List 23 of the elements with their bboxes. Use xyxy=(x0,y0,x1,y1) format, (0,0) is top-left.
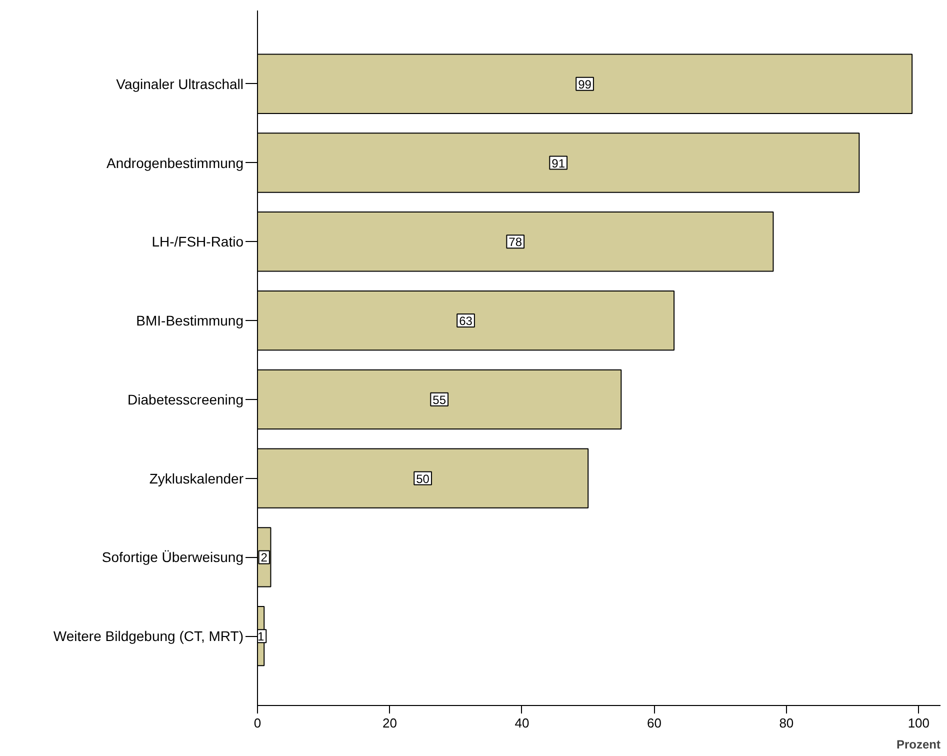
x-axis-title: Prozent xyxy=(896,738,941,752)
y-tick-label: Vaginaler Ultraschall xyxy=(116,76,244,92)
data-label: 1 xyxy=(257,630,264,644)
x-tick-label: 40 xyxy=(514,716,530,730)
y-tick-label: Weitere Bildgebung (CT, MRT) xyxy=(53,628,244,644)
x-tick-label: 100 xyxy=(908,716,930,730)
data-label: 63 xyxy=(459,314,473,328)
x-tick-label: 20 xyxy=(382,716,397,730)
data-label: 91 xyxy=(552,156,566,170)
x-tick-label: 80 xyxy=(779,716,794,730)
y-tick-label: BMI-Bestimmung xyxy=(136,312,244,329)
y-tick-label: Zykluskalender xyxy=(149,470,244,486)
data-label: 99 xyxy=(578,77,592,92)
y-tick-label: Diabetesscreening xyxy=(128,391,244,408)
data-label: 78 xyxy=(508,235,522,250)
y-tick-label: Androgenbestimmung xyxy=(106,154,244,171)
y-tick-label: LH-/FSH-Ratio xyxy=(152,234,244,250)
data-label: 50 xyxy=(416,472,430,486)
data-label: 55 xyxy=(432,392,446,407)
data-label: 2 xyxy=(260,550,268,565)
x-tick-label: 60 xyxy=(646,716,662,730)
y-tick-label: Sofortige Überweisung xyxy=(102,549,244,566)
x-tick-label: 0 xyxy=(254,716,262,730)
